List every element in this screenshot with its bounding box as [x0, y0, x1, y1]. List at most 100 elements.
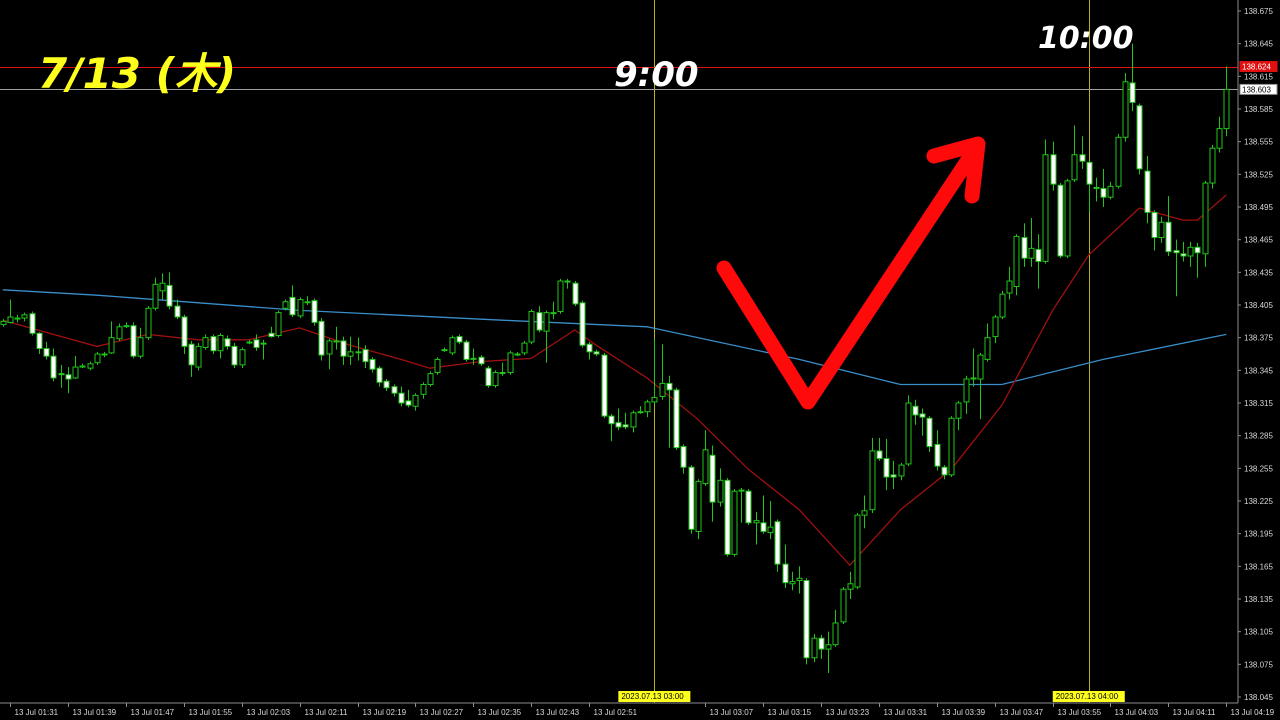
- bull-candle-body: [738, 489, 745, 492]
- bear-candle-body: [1165, 221, 1172, 253]
- time-highlight-box: [618, 691, 691, 702]
- bull-candle-body: [202, 337, 209, 348]
- bear-candle-body: [673, 389, 680, 449]
- bear-candle-body: [43, 348, 50, 357]
- price-axis[interactable]: 138.675 138.645 138.615 138.585 138.555 138.5…: [1237, 0, 1278, 703]
- price-tick-label: 138.645: [1244, 40, 1273, 49]
- candle: [796, 566, 803, 594]
- bull-candle-body: [557, 280, 564, 313]
- arrow-head-icon: [926, 136, 986, 204]
- bull-candle-body: [731, 490, 738, 555]
- bull-candle-body: [217, 334, 224, 352]
- bull-candle-body: [0, 320, 7, 326]
- bear-candle-body: [29, 313, 36, 334]
- candle: [695, 479, 702, 540]
- bull-candle-body: [847, 583, 854, 590]
- candle: [441, 347, 448, 352]
- bull-candle-body: [116, 326, 123, 340]
- candle: [326, 338, 333, 370]
- bear-candle-body: [1151, 211, 1158, 238]
- bull-candle-body: [564, 280, 571, 283]
- price-line-label: 138.624: [1242, 63, 1271, 72]
- candle: [724, 478, 731, 557]
- time-tick-label: 13 Jul 04:19: [1231, 708, 1275, 717]
- candle: [1071, 125, 1078, 182]
- candle: [137, 327, 144, 359]
- candle: [1064, 178, 1071, 259]
- candle: [282, 299, 289, 311]
- candle: [970, 348, 977, 387]
- candle: [688, 465, 695, 534]
- candle: [738, 487, 745, 523]
- price-tick-label: 138.585: [1244, 105, 1273, 114]
- candle: [43, 342, 50, 360]
- candle: [507, 350, 514, 375]
- bear-candle-body: [1057, 184, 1064, 257]
- candle: [463, 339, 470, 362]
- candle: [753, 511, 760, 545]
- price-tick-label: 138.285: [1244, 432, 1273, 441]
- candle: [1202, 180, 1209, 267]
- bear-candle-body: [376, 367, 383, 383]
- candle: [275, 310, 282, 338]
- candle: [21, 312, 28, 322]
- candle: [492, 370, 499, 388]
- candle: [644, 399, 651, 418]
- time-axis[interactable]: 13 Jul 01:31 13 Jul 01:39 13 Jul 01:47 13 J…: [0, 691, 1275, 717]
- candle: [246, 339, 253, 345]
- candle: [1223, 66, 1230, 137]
- time-tick-label: 13 Jul 03:07: [710, 708, 754, 717]
- candle: [1079, 136, 1086, 169]
- bull-candle-body: [659, 382, 666, 397]
- price-tick-label: 138.495: [1244, 203, 1273, 212]
- moving-averages: [2, 194, 1227, 567]
- candle: [87, 361, 94, 371]
- candle: [840, 587, 847, 625]
- bull-candle-body: [1071, 154, 1078, 181]
- bear-candle-body: [536, 312, 543, 331]
- candle: [630, 410, 637, 433]
- candle: [890, 460, 897, 490]
- bear-candle-body: [1173, 250, 1180, 254]
- time-tick-label: 13 Jul 02:27: [420, 708, 464, 717]
- candle: [1035, 234, 1042, 289]
- bear-candle-body: [1021, 236, 1028, 259]
- bull-candle-body: [412, 394, 419, 407]
- candle: [926, 416, 933, 452]
- bull-candle-body: [507, 352, 514, 374]
- price-tick-label: 138.075: [1244, 660, 1273, 669]
- bull-candle-body: [1187, 246, 1194, 257]
- bull-candle-body: [970, 377, 977, 380]
- bear-candle-body: [1180, 253, 1187, 257]
- bull-candle-body: [304, 301, 311, 304]
- candle: [0, 319, 7, 327]
- candle: [745, 489, 752, 525]
- candle: [231, 343, 238, 369]
- candle: [1180, 241, 1187, 262]
- candle: [376, 365, 383, 387]
- bull-candle-body: [1216, 128, 1223, 149]
- candle: [72, 356, 79, 380]
- bull-candle-body: [326, 340, 333, 355]
- candle: [977, 352, 984, 420]
- time-tick-label: 13 Jul 01:31: [15, 708, 59, 717]
- bear-candle-body: [362, 349, 369, 363]
- bull-candle-body: [427, 373, 434, 385]
- time-highlight-label: 2023.07.13 03:00: [621, 692, 684, 701]
- candle: [123, 322, 130, 328]
- bear-candle-body: [666, 382, 673, 391]
- price-line-label-box: [1239, 83, 1278, 95]
- bear-candle-body: [58, 373, 65, 376]
- candle: [1107, 181, 1114, 200]
- candle: [210, 334, 217, 354]
- candle: [637, 406, 644, 414]
- time-highlight-label: 2023.07.13 04:00: [1056, 692, 1119, 701]
- bull-candle-body: [101, 353, 108, 356]
- price-tick-label: 138.675: [1244, 7, 1273, 16]
- bear-candle-body: [224, 338, 231, 347]
- bear-candle-body: [803, 579, 810, 659]
- candle: [253, 334, 260, 351]
- candle: [673, 387, 680, 450]
